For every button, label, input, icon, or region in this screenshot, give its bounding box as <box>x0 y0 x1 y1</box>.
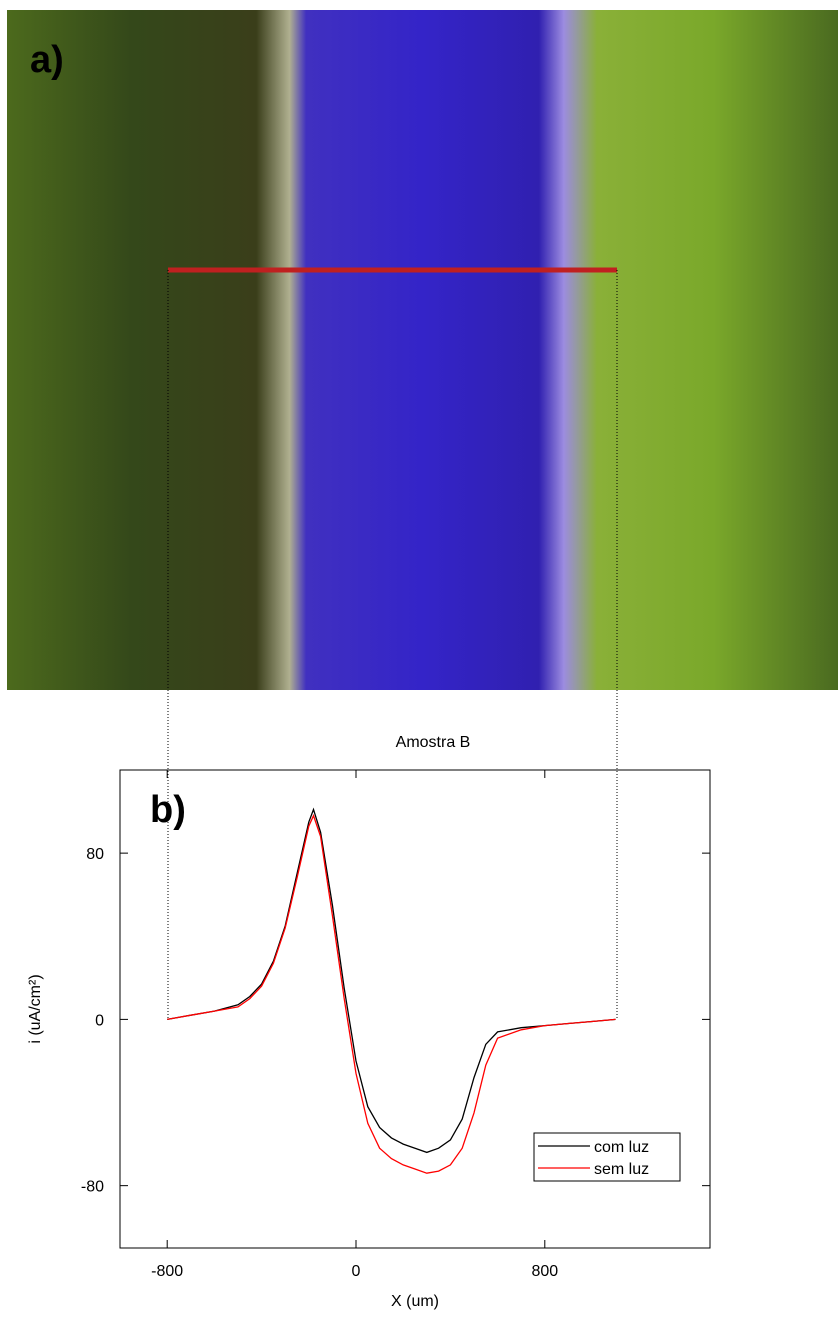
panel-label: b) <box>150 789 186 831</box>
legend-label: com luz <box>594 1139 649 1156</box>
legend-box <box>533 1132 681 1182</box>
micrograph <box>7 10 838 690</box>
series-line <box>167 807 616 1154</box>
x-tick-label: 0 <box>352 1263 361 1280</box>
chart-title: Amostra B <box>396 734 471 751</box>
x-axis-title: X (um) <box>391 1293 439 1310</box>
series-line <box>167 813 616 1174</box>
panel-label: a) <box>30 39 64 81</box>
y-tick-label: 0 <box>95 1012 104 1029</box>
y-tick-label: 80 <box>86 846 104 863</box>
y-axis-title: i (uA/cm²) <box>27 974 44 1043</box>
x-tick-label: 800 <box>531 1263 558 1280</box>
y-tick-label: -80 <box>81 1179 104 1196</box>
plot-frame <box>119 769 711 1249</box>
legend-label: sem luz <box>594 1161 649 1178</box>
x-tick-label: -800 <box>151 1263 183 1280</box>
